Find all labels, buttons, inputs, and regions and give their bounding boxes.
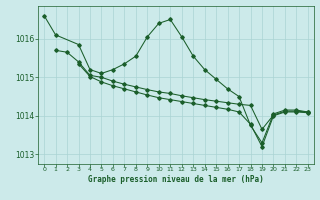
X-axis label: Graphe pression niveau de la mer (hPa): Graphe pression niveau de la mer (hPa) bbox=[88, 175, 264, 184]
